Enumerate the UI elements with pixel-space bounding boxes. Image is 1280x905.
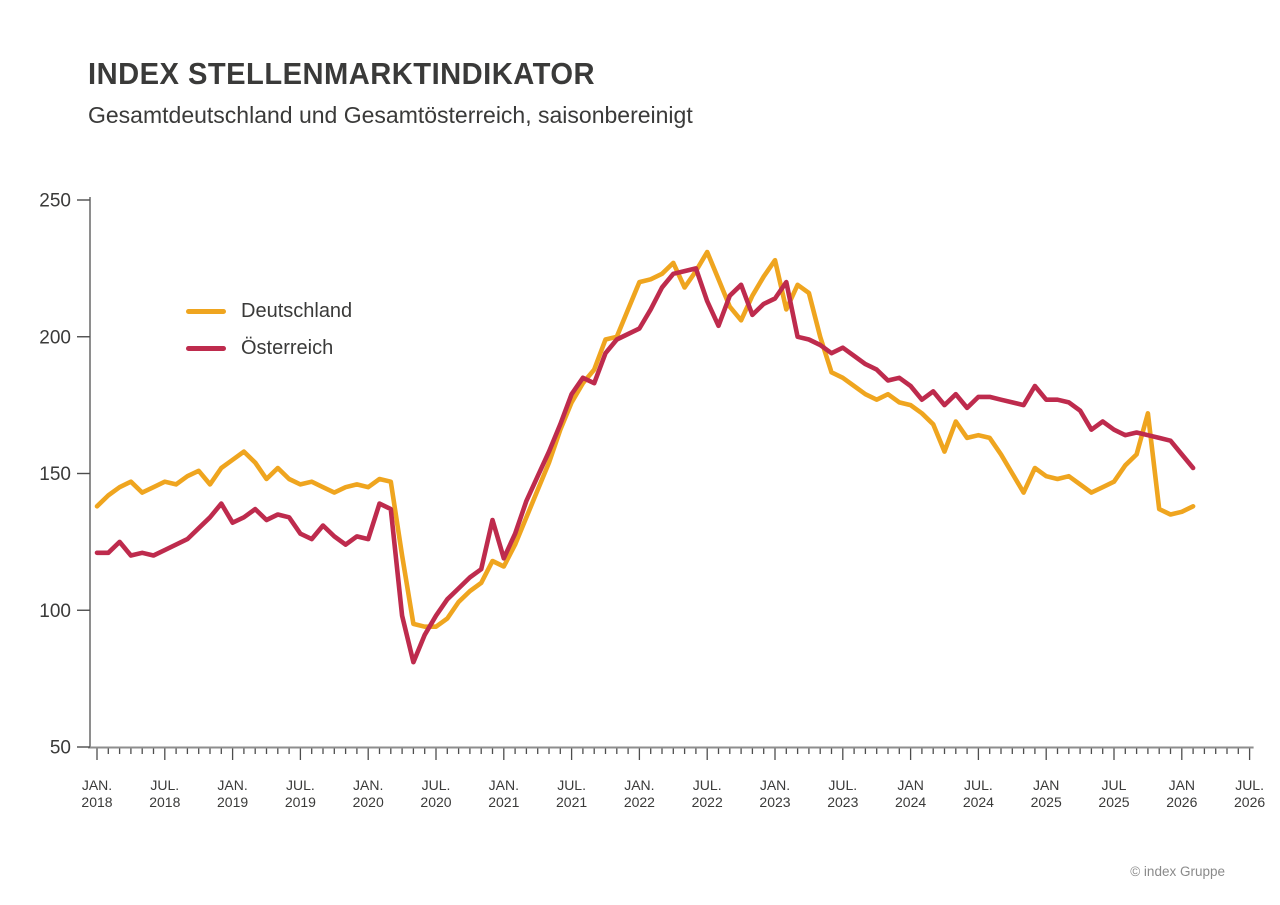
legend-item-deutschland: Deutschland [186,293,352,330]
x-tick-label-month: JAN [1169,777,1195,793]
x-tick-label-year: 2025 [1098,794,1129,810]
x-tick-label-month: JAN [897,777,923,793]
page-title: INDEX STELLENMARKTINDIKATOR [88,56,595,91]
x-tick-label-year: 2025 [1031,794,1062,810]
x-tick-label-year: 2021 [488,794,519,810]
x-tick-label-month: JUL. [557,777,586,793]
legend-label-deutschland: Deutschland [241,300,353,322]
chart-legend: Deutschland Österreich [186,293,352,367]
x-tick-label-month: JAN [1033,777,1059,793]
x-tick-label-year: 2021 [556,794,587,810]
x-tick-label-month: JUL. [693,777,722,793]
y-tick-label: 150 [39,464,71,485]
chart-header: INDEX STELLENMARKTINDIKATOR Gesamtdeutsc… [88,56,693,129]
x-tick-label-year: 2022 [624,794,655,810]
x-tick-label-year: 2023 [827,794,858,810]
x-tick-label-year: 2020 [353,794,384,810]
y-tick-label: 50 [50,738,71,759]
x-tick-label-year: 2026 [1166,794,1197,810]
x-tick-label-year: 2022 [692,794,723,810]
x-tick-label-year: 2023 [759,794,790,810]
legend-item-oesterreich: Österreich [186,330,352,367]
x-tick-label-month: JUL. [150,777,179,793]
x-tick-label-year: 2020 [420,794,451,810]
x-tick-label-year: 2024 [963,794,994,810]
x-tick-label-year: 2018 [81,794,112,810]
x-tick-label-month: JUL. [1235,777,1264,793]
x-tick-label-month: JAN. [760,777,790,793]
x-tick-label-month: JAN. [82,777,112,793]
y-tick-label: 250 [39,191,71,212]
legend-label-oesterreich: Österreich [241,337,334,359]
oesterreich-line-swatch [186,346,226,351]
x-tick-label-year: 2026 [1234,794,1265,810]
x-tick-label-year: 2024 [895,794,926,810]
y-tick-label: 100 [39,601,71,622]
x-tick-label-month: JAN. [353,777,383,793]
x-tick-label-month: JAN. [489,777,519,793]
x-tick-label-year: 2019 [217,794,248,810]
y-tick-label: 200 [39,327,71,348]
deutschland-line-swatch [186,309,226,314]
series-line-deutschland [94,249,1196,630]
x-tick-label-month: JAN. [624,777,654,793]
x-tick-label-year: 2018 [149,794,180,810]
series-line-oesterreich [94,266,1196,665]
x-tick-label-month: JUL. [286,777,315,793]
x-tick-label-month: JUL. [422,777,451,793]
x-tick-label-month: JAN. [217,777,247,793]
copyright-notice: © index Gruppe [1130,864,1225,879]
x-tick-label-year: 2019 [285,794,316,810]
x-tick-label-month: JUL. [964,777,993,793]
page-subtitle: Gesamtdeutschland und Gesamtösterreich, … [88,102,693,128]
x-tick-label-month: JUL [1102,777,1127,793]
x-tick-label-month: JUL. [828,777,857,793]
